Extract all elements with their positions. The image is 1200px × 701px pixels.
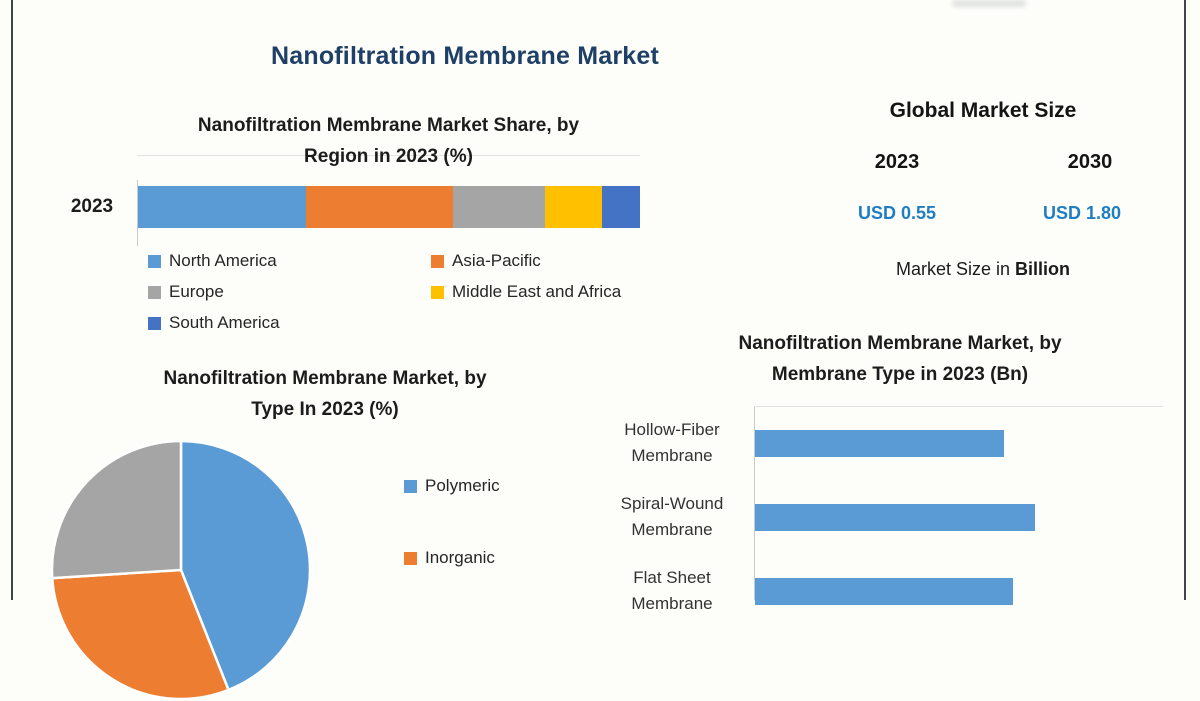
- region-chart-title-line2: Region in 2023 (%): [304, 146, 473, 167]
- market-size-value-2023: USD 0.55: [857, 203, 937, 223]
- pie-legend-item-polymeric: Polymeric: [404, 476, 500, 496]
- region-legend-item-europe: Europe: [148, 282, 431, 302]
- membrane-category-label-line1: Spiral-Wound: [620, 494, 724, 513]
- region-legend-item-north-america: North America: [148, 251, 431, 271]
- region-chart-title-line1: Nanofiltration Membrane Market Share, by: [197, 115, 580, 136]
- region-legend-item-middle-east-and-africa-label: Middle East and Africa: [452, 282, 622, 301]
- region-bar-segment-north-america: [138, 186, 306, 228]
- pie-slice-2: [50, 439, 183, 580]
- membrane-category-label-hollow-fiber-membrane: Hollow-Fiber Membrane: [608, 417, 736, 469]
- membrane-plot-top-line: [754, 406, 1163, 407]
- membrane-category-label-line1: Flat Sheet: [633, 568, 711, 587]
- region-legend-item-asia-pacific-label: Asia-Pacific: [452, 251, 541, 270]
- region-legend-item-north-america-label: North America: [169, 251, 277, 270]
- pie-legend-item-polymeric-label: Polymeric: [425, 476, 500, 495]
- page-title: Nanofiltration Membrane Market: [270, 42, 659, 70]
- region-legend: North America Asia-Pacific Europe Middle Ea…: [148, 251, 688, 333]
- region-bar-segment-middle-east-and-africa: [545, 186, 602, 228]
- region-legend-item-europe-label: Europe: [169, 282, 224, 301]
- region-legend-item-middle-east-and-africa-marker-icon: [431, 285, 444, 299]
- type-pie-title-line1: Nanofiltration Membrane Market, by: [163, 368, 487, 389]
- region-plot-top-line: [137, 155, 640, 156]
- market-size-caption-prefix: Market Size in: [895, 259, 1016, 279]
- market-size-heading: Global Market Size: [889, 99, 1077, 122]
- membrane-category-axis: [754, 406, 755, 600]
- region-legend-item-asia-pacific: Asia-Pacific: [431, 251, 688, 271]
- type-pie-legend: Polymeric Inorganic: [404, 476, 500, 620]
- region-stacked-bar: [138, 186, 640, 228]
- region-category-label: 2023: [70, 196, 114, 217]
- type-pie-title: Nanofiltration Membrane Market, by Type …: [75, 363, 575, 425]
- membrane-bar-flat-sheet-membrane: [755, 578, 1013, 605]
- membrane-chart-title-line2: Membrane Type in 2023 (Bn): [771, 364, 1029, 385]
- cropped-logo-fragment: [952, 0, 1026, 7]
- region-legend-item-south-america: South America: [148, 313, 431, 333]
- membrane-category-label-line1: Hollow-Fiber: [624, 420, 720, 439]
- left-border: [11, 0, 13, 600]
- region-bar-segment-europe: [453, 186, 546, 228]
- region-bar-segment-asia-pacific: [305, 186, 454, 228]
- market-size-caption: Market Size in Billion: [833, 259, 1133, 280]
- membrane-category-label-line2: Membrane: [631, 594, 713, 613]
- type-pie-title-line2: Type In 2023 (%): [251, 399, 399, 420]
- pie-legend-item-inorganic: Inorganic: [404, 548, 500, 568]
- region-chart-title: Nanofiltration Membrane Market Share, by…: [137, 110, 640, 172]
- right-border: [1184, 0, 1186, 600]
- market-size-caption-unit: Billion: [1015, 259, 1071, 279]
- region-bar-segment-south-america: [601, 186, 640, 228]
- region-legend-item-north-america-marker-icon: [148, 254, 161, 268]
- region-legend-item-south-america-label: South America: [169, 313, 280, 332]
- type-pie-chart: [50, 439, 312, 701]
- membrane-bar-hollow-fiber-membrane: [755, 430, 1004, 457]
- membrane-category-label-spiral-wound-membrane: Spiral-Wound Membrane: [608, 491, 736, 543]
- region-legend-item-middle-east-and-africa: Middle East and Africa: [431, 282, 688, 302]
- membrane-chart-title-line1: Nanofiltration Membrane Market, by: [738, 333, 1062, 354]
- region-legend-item-south-america-marker-icon: [148, 316, 161, 330]
- membrane-category-label-line2: Membrane: [631, 446, 713, 465]
- membrane-chart-title: Nanofiltration Membrane Market, by Membr…: [650, 328, 1150, 390]
- pie-legend-item-polymeric-marker-icon: [404, 479, 417, 493]
- market-size-year-2023: 2023: [874, 151, 920, 173]
- region-category-axis: [137, 180, 138, 246]
- region-legend-item-asia-pacific-marker-icon: [431, 254, 444, 268]
- membrane-bar-spiral-wound-membrane: [755, 504, 1035, 531]
- membrane-category-label-flat-sheet-membrane: Flat Sheet Membrane: [608, 565, 736, 617]
- region-legend-item-europe-marker-icon: [148, 285, 161, 299]
- pie-legend-item-inorganic-label: Inorganic: [425, 548, 495, 567]
- market-size-year-2030: 2030: [1067, 151, 1113, 173]
- market-size-value-2030: USD 1.80: [1042, 203, 1122, 223]
- pie-legend-item-inorganic-marker-icon: [404, 551, 417, 565]
- membrane-category-label-line2: Membrane: [631, 520, 713, 539]
- infographic-canvas: { "page": { "title": "Nanofiltration Mem…: [11, 0, 1186, 699]
